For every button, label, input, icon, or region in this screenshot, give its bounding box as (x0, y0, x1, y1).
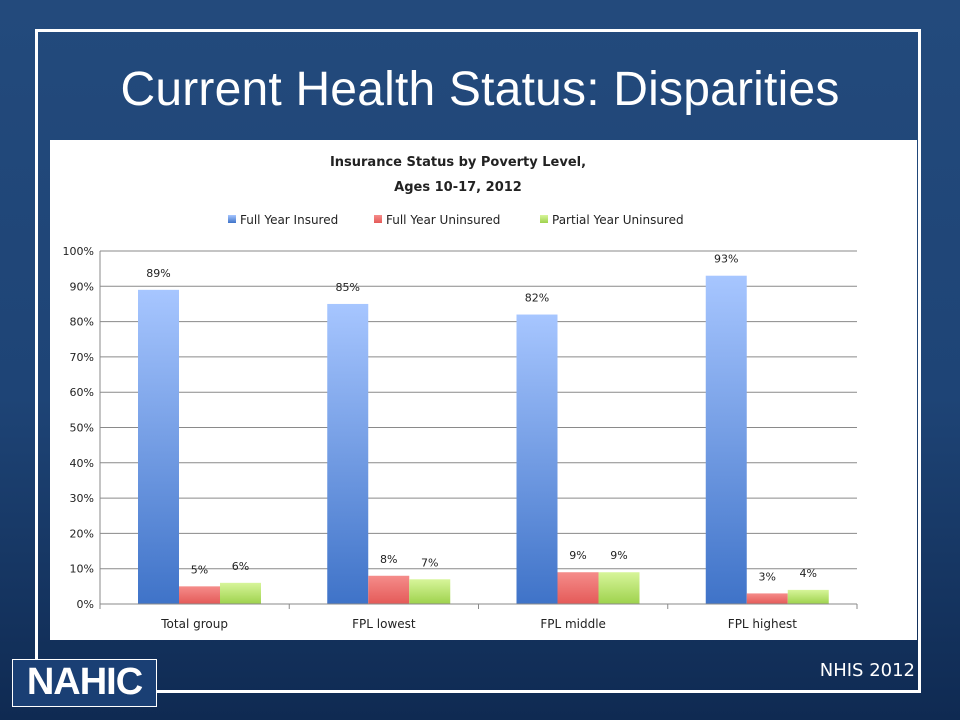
y-tick-label: 80% (70, 316, 94, 329)
y-tick-label: 0% (77, 598, 94, 611)
bar (705, 275, 747, 604)
source-note: NHIS 2012 (819, 660, 915, 681)
data-label: 3% (759, 570, 776, 583)
bar (138, 289, 179, 604)
data-label: 9% (610, 549, 627, 562)
legend-label: Partial Year Uninsured (552, 213, 684, 227)
data-label: 6% (232, 560, 249, 573)
x-category-label: FPL lowest (352, 617, 416, 631)
x-axis: Total group FPL lowest FPL middle FPL highe… (99, 603, 858, 631)
slide-title: Current Health Status: Disparities (120, 63, 840, 116)
y-tick-label: 50% (70, 422, 94, 435)
y-tick-label: 100% (63, 245, 94, 258)
slide-frame (35, 29, 921, 693)
x-category-label: FPL middle (540, 617, 606, 631)
y-tick-label: 70% (70, 351, 94, 364)
bar (516, 314, 558, 604)
data-label: 93% (714, 253, 738, 266)
bar (787, 589, 829, 604)
legend-swatch (540, 215, 548, 223)
y-tick-label: 60% (70, 386, 94, 399)
data-label: 8% (380, 553, 397, 566)
y-tick-label: 20% (70, 527, 94, 540)
bar-series: 89% 5% 6% 85% 8% 7% 82% 9% 9% 93% 3% 4% (138, 253, 829, 604)
y-tick-label: 10% (70, 563, 94, 576)
data-label: 9% (569, 549, 586, 562)
bar (327, 303, 369, 604)
y-tick-label: 40% (70, 457, 94, 470)
nahic-logo: NAHIC (12, 659, 157, 707)
bar (220, 582, 261, 604)
chart-background (50, 140, 917, 640)
data-label: 89% (146, 267, 170, 280)
data-label: 85% (336, 281, 360, 294)
bar (557, 572, 599, 604)
x-category-label: Total group (160, 617, 228, 631)
legend-label: Full Year Uninsured (386, 213, 500, 227)
chart-title-line-2: Ages 10-17, 2012 (394, 180, 522, 195)
legend-swatch (374, 215, 382, 223)
y-tick-label: 30% (70, 492, 94, 505)
legend-label: Full Year Insured (240, 213, 338, 227)
legend-swatch (228, 215, 236, 223)
chart-title-line-1: Insurance Status by Poverty Level, (330, 155, 586, 170)
data-label: 5% (191, 563, 208, 576)
bar (598, 572, 640, 604)
chart-legend: Full Year Insured Full Year Uninsured Part… (228, 213, 684, 227)
bar (409, 579, 451, 604)
data-label: 4% (800, 567, 817, 580)
data-label: 7% (421, 556, 438, 569)
bar (368, 575, 410, 604)
bar (746, 593, 788, 604)
data-label: 82% (525, 292, 549, 305)
y-tick-label: 90% (70, 280, 94, 293)
bar (179, 586, 220, 604)
x-category-label: FPL highest (728, 617, 797, 631)
y-axis: 0% 10% 20% 30% 40% 50% 60% 70% 80% 90% 100% (63, 245, 101, 611)
